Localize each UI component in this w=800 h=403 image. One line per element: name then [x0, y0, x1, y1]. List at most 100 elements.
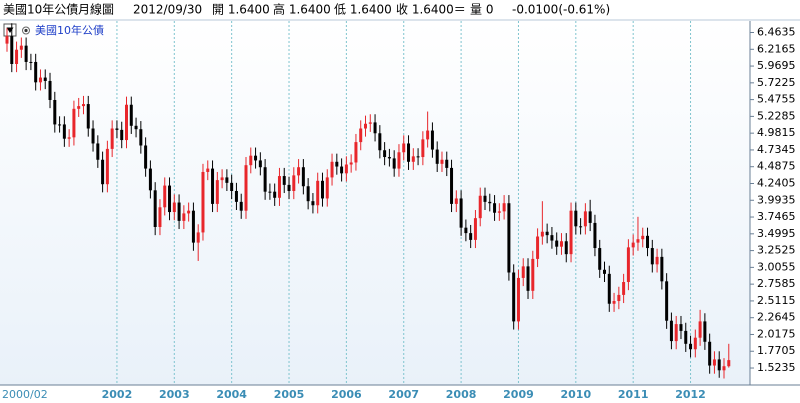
y-tick-label: 2.2645	[757, 311, 796, 324]
y-tick-label: 1.5235	[757, 361, 796, 374]
header-item: 高 1.6400	[273, 2, 331, 17]
y-tick-label: 3.9935	[757, 193, 796, 206]
candle-body	[564, 241, 568, 255]
candle-body	[335, 161, 339, 167]
header-item: 收 1.6400＝	[396, 3, 466, 17]
candle-body	[5, 36, 9, 44]
candle-body	[134, 125, 138, 130]
candle-body	[220, 177, 224, 181]
y-tick-label: 5.7225	[757, 76, 796, 89]
y-tick-label: 5.2285	[757, 109, 796, 122]
candle-body	[526, 266, 530, 291]
candle-body	[225, 177, 229, 183]
candle-body	[550, 235, 554, 241]
candle-body	[86, 104, 90, 129]
candle-body	[411, 156, 415, 162]
header-item: 低 1.6400	[334, 3, 392, 17]
candle-body	[172, 202, 176, 213]
candle-body	[669, 320, 673, 342]
candle-body	[125, 104, 128, 141]
candle-body	[211, 168, 215, 204]
candle-body	[196, 232, 200, 243]
candle-body	[316, 180, 320, 206]
candle-body	[402, 143, 406, 153]
candle-body	[263, 167, 267, 192]
legend-marker-dot	[24, 28, 28, 33]
x-tick-label: 2010	[561, 388, 592, 401]
candle-body	[588, 211, 592, 223]
header-item: 開 1.6400	[212, 3, 270, 17]
candle-body	[674, 324, 678, 342]
candle-body	[234, 190, 238, 202]
candle-body	[244, 165, 248, 211]
candle-body	[435, 149, 439, 164]
candle-body	[540, 231, 544, 237]
candle-body	[430, 130, 434, 150]
x-tick-label: 2003	[159, 388, 190, 401]
candle-body	[158, 207, 162, 227]
candle-body	[622, 282, 626, 295]
y-tick-label: 4.9815	[757, 126, 796, 139]
candle-body	[62, 124, 66, 139]
candle-body	[679, 324, 683, 331]
candle-body	[407, 143, 411, 162]
candle-body	[34, 61, 38, 83]
x-tick-label: 2012	[675, 388, 706, 401]
candle-body	[287, 184, 291, 191]
y-tick-label: 2.5115	[757, 294, 796, 307]
candle-body	[722, 366, 726, 371]
y-axis-area	[750, 21, 800, 385]
candle-body	[450, 167, 454, 204]
candle-body	[636, 239, 640, 243]
y-tick-label: 6.4635	[757, 26, 796, 39]
candle-body	[473, 218, 477, 240]
candle-body	[38, 77, 42, 83]
candle-body	[344, 164, 348, 174]
candle-body	[354, 142, 358, 163]
candle-body	[612, 301, 616, 304]
candle-body	[368, 122, 372, 124]
candle-body	[53, 99, 57, 125]
y-tick-label: 3.2525	[757, 244, 796, 257]
header-item: 美國10年公債	[3, 2, 78, 17]
candle-body	[579, 226, 583, 228]
plot-area	[0, 21, 750, 385]
x-tick-label: 2000/02	[2, 388, 48, 401]
candle-body	[330, 161, 334, 178]
candle-body	[454, 198, 458, 204]
candle-body	[101, 159, 105, 185]
candle-body	[58, 124, 62, 126]
y-tick-label: 3.7465	[757, 210, 796, 223]
header-item: 量 0	[470, 3, 493, 17]
candle-body	[655, 256, 659, 265]
candle-body	[249, 155, 253, 166]
candle-body	[258, 160, 262, 168]
candle-body	[555, 240, 559, 247]
x-tick-label: 2007	[388, 388, 419, 401]
candle-body	[583, 211, 587, 227]
candle-body	[144, 145, 148, 169]
candle-body	[717, 359, 721, 371]
y-tick-label: 1.7705	[757, 344, 796, 357]
y-tick-label: 6.2165	[757, 42, 796, 55]
candle-body	[598, 248, 602, 270]
x-tick-label: 2004	[216, 388, 247, 401]
candle-body	[574, 210, 578, 227]
header-item: 2012/09/30	[133, 3, 202, 17]
candle-body	[440, 159, 444, 164]
candle-body	[120, 129, 124, 141]
candle-body	[182, 213, 186, 221]
candle-body	[67, 137, 71, 139]
candle-body	[727, 360, 731, 367]
candle-body	[230, 182, 234, 191]
candle-body	[693, 337, 697, 350]
candle-body	[187, 210, 191, 214]
candle-body	[712, 359, 716, 366]
candle-body	[478, 195, 482, 219]
y-tick-label: 2.0175	[757, 327, 796, 340]
candle-body	[521, 266, 525, 278]
candle-body	[96, 143, 100, 160]
candle-body	[10, 36, 14, 64]
